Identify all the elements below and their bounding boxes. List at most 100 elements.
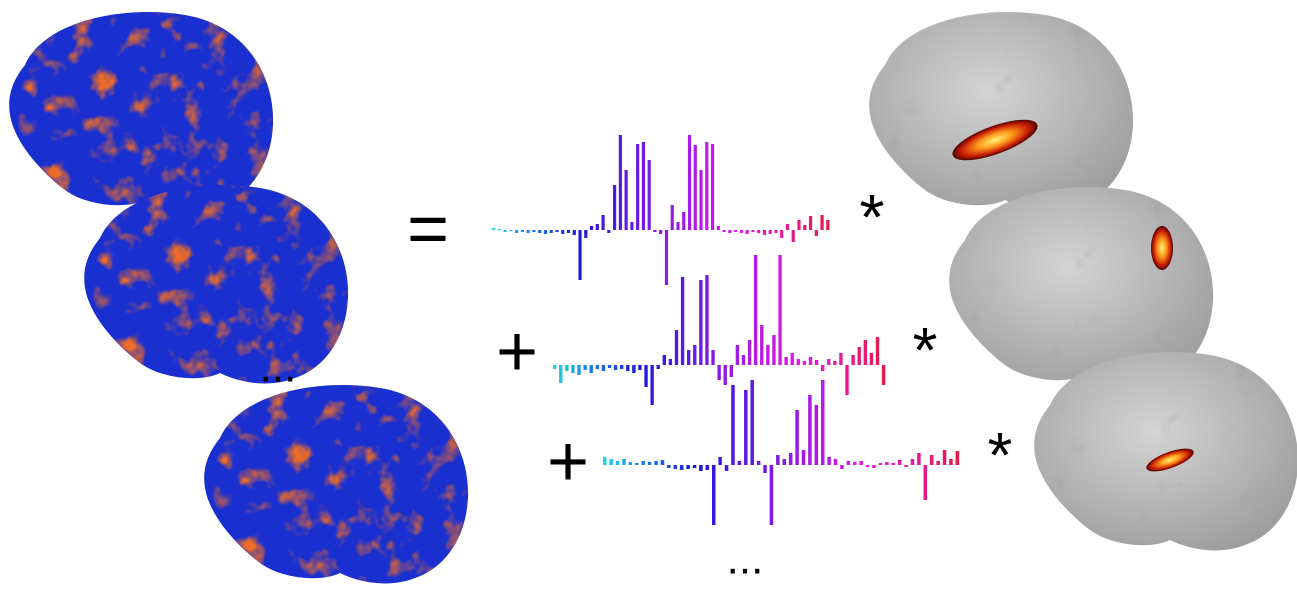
signal-bar	[635, 463, 639, 465]
signal-bar	[699, 280, 703, 365]
signal-bar	[778, 255, 782, 365]
signal-bar	[603, 457, 607, 465]
signal-bar	[808, 216, 813, 230]
signal-bar	[780, 230, 784, 238]
signal-bar	[724, 465, 729, 471]
signal-bar	[923, 465, 928, 500]
signal-bar	[784, 357, 788, 365]
signal-bar	[757, 230, 761, 233]
signal-bar	[734, 230, 738, 232]
signal-bar	[503, 230, 507, 232]
signal-bar	[936, 461, 940, 465]
signal-bar	[561, 230, 565, 234]
signal-bar	[693, 145, 697, 230]
signal-bar	[863, 340, 867, 365]
signal-bar	[628, 462, 633, 465]
signal-bar	[762, 230, 767, 235]
signal-bar	[747, 340, 752, 365]
signal-bar	[791, 230, 795, 242]
signal-bar	[756, 461, 761, 465]
plus-sign: +	[547, 422, 589, 502]
signal-bar	[613, 365, 618, 370]
signal-bar	[735, 345, 740, 365]
signal-bar	[644, 365, 648, 387]
signal-bar	[571, 365, 575, 373]
signal-bar	[589, 226, 594, 230]
signal-bar	[942, 450, 947, 465]
equals-sign: =	[407, 189, 449, 269]
signal-bar	[760, 325, 764, 365]
signal-bar	[785, 224, 790, 230]
signal-bar	[583, 365, 587, 370]
signal-bar	[543, 230, 548, 234]
signal-bar	[802, 361, 807, 365]
signal-bar	[821, 365, 825, 371]
signal-bar	[680, 277, 685, 365]
signal-bar	[601, 365, 606, 371]
signal-bar	[711, 350, 715, 365]
signal-bar	[710, 144, 715, 230]
signal-bar	[796, 359, 800, 365]
signal-bar	[814, 360, 819, 365]
signal-bar	[885, 462, 889, 465]
signal-bar	[656, 365, 660, 369]
signal-bar	[711, 465, 716, 525]
signal-bar	[705, 142, 709, 230]
signal-bar	[869, 353, 874, 365]
signal-bar	[615, 461, 620, 465]
signal-bar	[766, 345, 770, 365]
signal-bar	[897, 460, 902, 465]
brain-map	[204, 385, 469, 584]
signal-bar	[650, 365, 654, 405]
signal-bar	[647, 462, 652, 465]
signal-bar	[776, 455, 780, 465]
signal-bar	[705, 275, 709, 365]
signal-bar	[839, 353, 843, 365]
signal-bar	[737, 461, 742, 465]
signal-bar	[826, 220, 830, 230]
signal-bar	[872, 465, 876, 468]
signal-bar	[687, 135, 692, 230]
signal-bar	[814, 230, 818, 236]
signal-bar	[803, 225, 807, 230]
signal-bar	[601, 215, 605, 230]
signal-bar	[751, 230, 755, 232]
signal-bar	[549, 230, 553, 233]
signal-bar	[559, 365, 563, 383]
signal-bar	[763, 465, 767, 473]
signal-bar	[827, 359, 831, 365]
signal-bar	[857, 347, 861, 365]
signal-bar	[904, 465, 908, 467]
signal-bar	[917, 453, 921, 465]
signal-bar	[686, 465, 690, 469]
times-sign: *	[988, 419, 1013, 491]
signal-bar	[673, 465, 678, 469]
signal-bar	[693, 345, 697, 365]
brain-map	[84, 185, 349, 384]
signal-bar	[745, 230, 749, 234]
signal-bar	[578, 230, 582, 280]
signal-bar	[667, 465, 671, 468]
signal-bar	[682, 212, 686, 230]
brain-component	[1034, 352, 1297, 551]
signal-bar	[584, 230, 588, 238]
signal-bar	[865, 465, 870, 467]
signal-bar	[515, 230, 519, 233]
signal-bar	[833, 459, 838, 465]
signal-bar	[717, 365, 721, 380]
signal-bar	[754, 255, 758, 365]
signal-bar	[692, 465, 697, 468]
signal-bar	[699, 465, 703, 471]
signal-bar	[618, 135, 622, 230]
signal-bar	[808, 395, 812, 465]
signal-bar	[595, 365, 599, 369]
signal-bar	[744, 390, 748, 465]
signal-bar	[851, 355, 855, 365]
signal-bar	[566, 230, 571, 233]
signal-bar	[833, 361, 837, 365]
times-sign: *	[860, 181, 885, 253]
signal-bar	[699, 170, 703, 230]
signal-bar	[553, 365, 557, 369]
signal-bar	[728, 230, 732, 233]
signal-bar	[641, 461, 645, 465]
